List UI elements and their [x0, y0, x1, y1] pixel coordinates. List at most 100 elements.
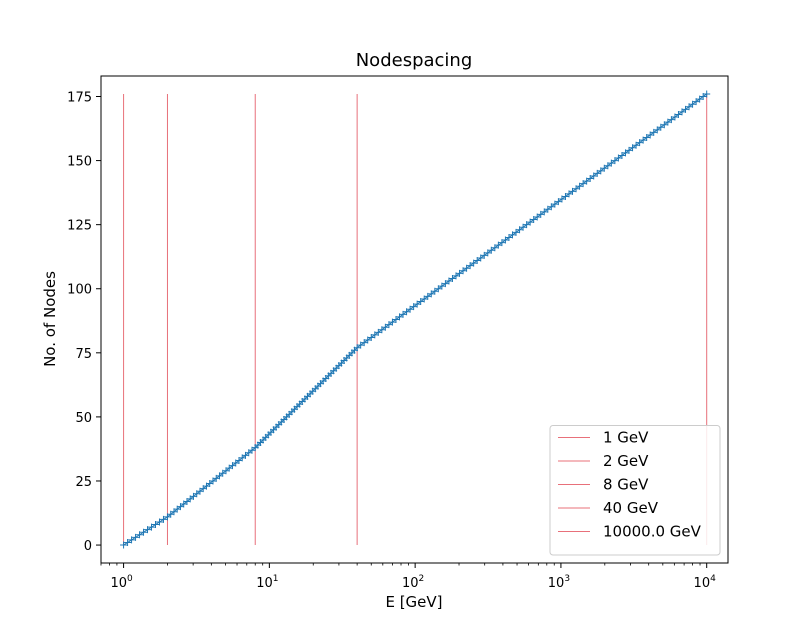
node-point	[671, 113, 679, 121]
x-axis: 100 101 102 103 104	[100, 563, 717, 591]
node-point	[498, 239, 506, 247]
node-point	[487, 246, 495, 254]
legend-label: 2 GeV	[603, 452, 649, 470]
node-point	[466, 262, 474, 270]
node-point	[526, 218, 534, 226]
y-tick-label: 175	[67, 91, 92, 106]
node-point	[371, 331, 379, 339]
node-point	[367, 333, 375, 341]
node-point	[452, 272, 460, 280]
node-point	[516, 226, 524, 234]
node-point	[597, 167, 605, 175]
y-tick-label: 75	[75, 347, 92, 362]
node-point	[696, 95, 704, 103]
node-point	[459, 267, 467, 275]
node-point	[385, 321, 393, 329]
node-point	[667, 116, 675, 124]
node-point	[431, 287, 439, 295]
node-point	[155, 518, 163, 526]
node-point	[639, 136, 647, 144]
node-point	[664, 118, 672, 126]
node-point	[519, 223, 527, 231]
node-point	[128, 536, 136, 544]
node-point	[576, 182, 584, 190]
node-point	[448, 274, 456, 282]
node-point	[378, 326, 386, 334]
chart-title: Nodespacing	[356, 50, 473, 71]
node-point	[491, 244, 499, 252]
node-point	[523, 221, 531, 229]
node-point	[124, 538, 132, 546]
node-point	[424, 292, 432, 300]
node-point	[604, 162, 612, 170]
legend-label: 1 GeV	[603, 429, 649, 447]
x-tick-label: 100	[110, 574, 133, 591]
node-point	[438, 282, 446, 290]
node-point	[625, 146, 633, 154]
node-point	[682, 105, 690, 113]
y-axis-label: No. of Nodes	[41, 271, 59, 367]
node-point	[364, 336, 372, 344]
node-point	[494, 241, 502, 249]
y-tick-label: 125	[67, 219, 92, 234]
legend-label: 40 GeV	[603, 499, 659, 517]
node-point	[360, 339, 368, 347]
y-tick-label: 50	[75, 411, 92, 426]
node-point	[357, 341, 365, 349]
node-point	[685, 103, 693, 111]
x-tick-label: 102	[402, 574, 424, 591]
node-point	[501, 236, 509, 244]
node-point	[643, 134, 651, 142]
node-point	[374, 328, 382, 336]
node-point	[650, 128, 658, 136]
node-point	[151, 521, 159, 529]
node-point	[420, 295, 428, 303]
node-point	[572, 185, 580, 193]
x-tick-label: 104	[694, 574, 717, 591]
node-point	[140, 528, 148, 536]
node-point	[569, 187, 577, 195]
node-point	[473, 257, 481, 265]
node-point	[463, 264, 471, 272]
node-point	[558, 195, 566, 203]
node-point	[607, 159, 615, 167]
node-point	[537, 210, 545, 218]
node-point	[512, 228, 520, 236]
legend: 1 GeV 2 GeV 8 GeV 40 GeV 10000.0 GeV	[549, 425, 721, 556]
node-point	[629, 144, 637, 152]
x-tick-label: 103	[548, 574, 570, 591]
legend-box	[549, 425, 721, 556]
node-point	[565, 190, 573, 198]
node-point	[533, 213, 541, 221]
y-axis: 0 25 50 75 100 125 150 175	[67, 91, 101, 554]
node-point	[551, 200, 559, 208]
node-point	[434, 285, 442, 293]
node-point	[544, 205, 552, 213]
node-point	[427, 290, 435, 298]
node-point	[410, 303, 418, 311]
node-point	[632, 141, 640, 149]
node-point	[674, 110, 682, 118]
node-point	[653, 126, 661, 134]
node-point	[678, 108, 686, 116]
y-tick-label: 150	[67, 155, 92, 170]
node-point	[611, 157, 619, 165]
node-point	[600, 164, 608, 172]
node-point	[480, 251, 488, 259]
node-point	[530, 216, 538, 224]
x-tick-label: 101	[256, 574, 278, 591]
node-point	[392, 316, 400, 323]
node-point	[586, 175, 594, 183]
y-tick-label: 25	[75, 475, 92, 490]
node-point	[417, 298, 425, 306]
node-point	[120, 541, 128, 549]
node-point	[583, 177, 591, 185]
node-point	[561, 192, 569, 200]
node-point	[413, 300, 421, 308]
legend-label: 10000.0 GeV	[603, 523, 702, 541]
y-tick-label: 0	[84, 539, 92, 554]
node-point	[353, 344, 361, 352]
node-point	[396, 313, 403, 321]
node-point	[614, 154, 622, 162]
